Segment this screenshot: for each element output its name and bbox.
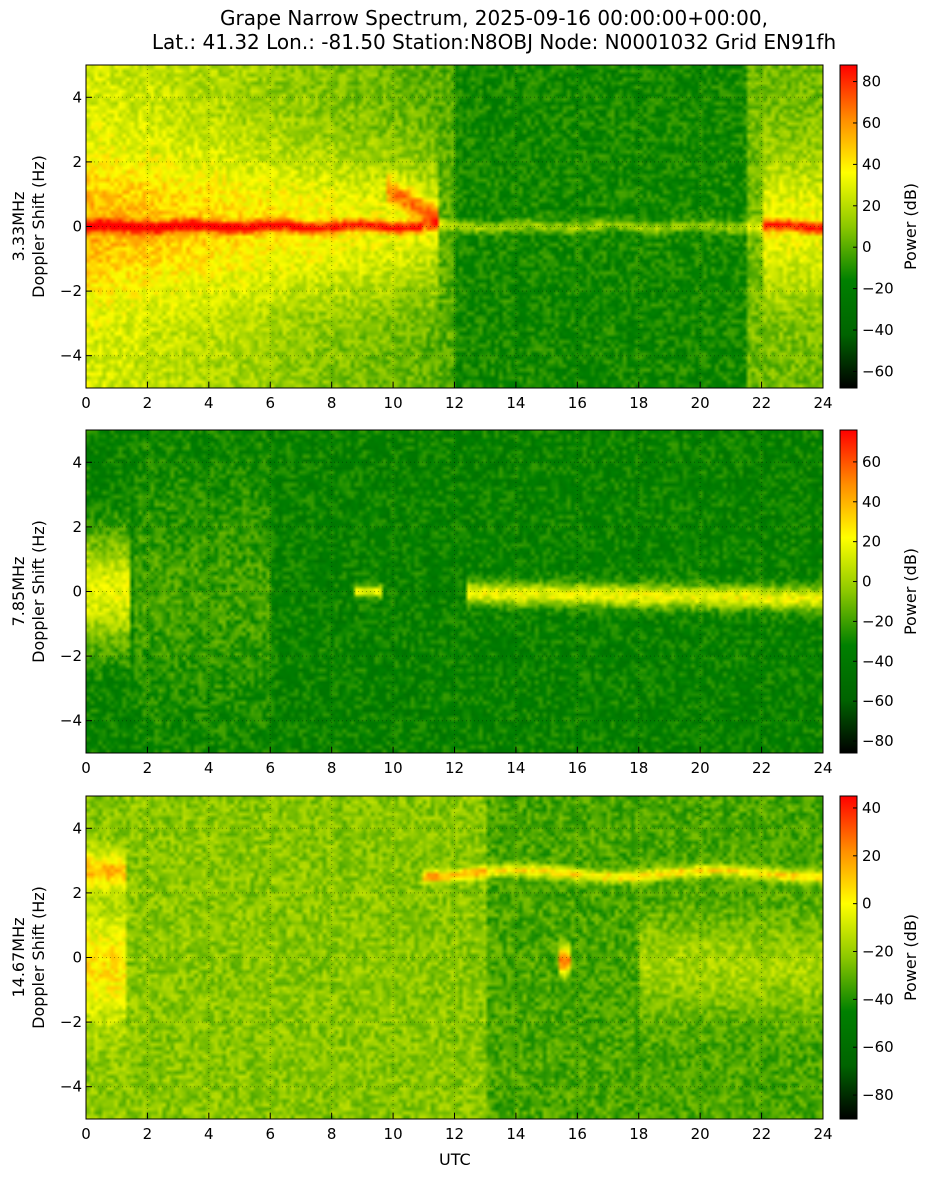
y-axis-frequency-label: 7.85MHz [9, 557, 28, 627]
y-tick-label: −4 [60, 712, 82, 730]
y-tick-label: −4 [60, 1078, 82, 1096]
colorbar-tick-label: 80 [862, 73, 881, 91]
colorbar-tick-label: −20 [862, 943, 894, 961]
x-tick-label: 12 [445, 1125, 464, 1143]
colorbar [839, 429, 858, 754]
colorbar-tick-label: 20 [862, 197, 881, 215]
y-tick-label: 2 [72, 153, 82, 171]
x-tick-label: 18 [629, 759, 648, 777]
chart-title-line2: Lat.: 41.32 Lon.: -81.50 Station:N8OBJ N… [151, 30, 837, 54]
y-tick-label: 4 [72, 819, 82, 837]
colorbar-tick-label: 40 [862, 155, 881, 173]
colorbar-tick-label: 60 [862, 114, 881, 132]
x-tick-label: 20 [691, 759, 710, 777]
colorbar-label: Power (dB) [901, 548, 920, 635]
x-tick-label: 16 [568, 759, 587, 777]
x-tick-label: 24 [813, 1125, 832, 1143]
x-tick-label: 10 [384, 394, 403, 412]
x-tick-label: 2 [143, 1125, 153, 1143]
colorbar-tick-label: 20 [862, 533, 881, 551]
y-tick-label: −2 [60, 282, 82, 300]
x-tick-label: 2 [143, 394, 153, 412]
colorbar-tick-label: −80 [862, 1086, 894, 1104]
colorbar-tick-label: −60 [862, 362, 894, 380]
colorbar [839, 795, 858, 1120]
colorbar-tick-label: 60 [862, 453, 881, 471]
colorbar-tick-label: −80 [862, 732, 894, 750]
x-tick-label: 22 [752, 394, 771, 412]
y-axis-label: Doppler Shift (Hz) [29, 886, 48, 1029]
x-tick-label: 18 [629, 1125, 648, 1143]
colorbar-tick-label: −60 [862, 692, 894, 710]
spectrogram-heatmap [86, 796, 823, 1119]
y-tick-label: −4 [60, 347, 82, 365]
colorbar-label: Power (dB) [901, 183, 920, 270]
x-tick-label: 6 [265, 759, 275, 777]
x-tick-label: 16 [568, 394, 587, 412]
x-tick-label: 4 [204, 759, 214, 777]
colorbar [839, 64, 858, 389]
x-tick-label: 0 [81, 394, 91, 412]
x-tick-label: 4 [204, 1125, 214, 1143]
x-tick-label: 20 [691, 394, 710, 412]
colorbar-tick-label: −20 [862, 280, 894, 298]
y-axis-frequency-label: 3.33MHz [9, 192, 28, 262]
x-tick-label: 24 [813, 394, 832, 412]
x-tick-label: 24 [813, 759, 832, 777]
x-tick-label: 8 [327, 759, 337, 777]
colorbar-tick-label: 0 [862, 573, 872, 591]
spectrogram-heatmap [86, 65, 823, 388]
y-tick-label: 0 [72, 583, 82, 601]
y-axis-label: Doppler Shift (Hz) [29, 155, 48, 298]
colorbar-tick-label: 40 [862, 799, 881, 817]
y-tick-label: 2 [72, 518, 82, 536]
y-tick-label: 0 [72, 218, 82, 236]
chart-title-line1: Grape Narrow Spectrum, 2025-09-16 00:00:… [220, 6, 768, 30]
x-tick-label: 8 [327, 394, 337, 412]
x-tick-label: 12 [445, 759, 464, 777]
x-tick-label: 22 [752, 1125, 771, 1143]
y-tick-label: 4 [72, 453, 82, 471]
x-tick-label: 6 [265, 394, 275, 412]
x-tick-label: 22 [752, 759, 771, 777]
x-tick-label: 16 [568, 1125, 587, 1143]
x-tick-label: 14 [506, 394, 525, 412]
x-tick-label: 10 [384, 1125, 403, 1143]
colorbar-tick-label: −20 [862, 612, 894, 630]
x-tick-label: 2 [143, 759, 153, 777]
x-tick-label: 12 [445, 394, 464, 412]
y-tick-label: 4 [72, 88, 82, 106]
colorbar-tick-label: −40 [862, 321, 894, 339]
y-axis-label: Doppler Shift (Hz) [29, 520, 48, 663]
y-tick-label: 0 [72, 949, 82, 967]
x-tick-label: 18 [629, 394, 648, 412]
colorbar-tick-label: 0 [862, 895, 872, 913]
colorbar-tick-label: 40 [862, 493, 881, 511]
colorbar-tick-label: −40 [862, 652, 894, 670]
colorbar-tick-label: 20 [862, 847, 881, 865]
colorbar-tick-label: 0 [862, 238, 872, 256]
y-tick-label: 2 [72, 884, 82, 902]
x-tick-label: 14 [506, 759, 525, 777]
x-tick-label: 20 [691, 1125, 710, 1143]
x-tick-label: 8 [327, 1125, 337, 1143]
x-tick-label: 0 [81, 1125, 91, 1143]
colorbar-tick-label: −60 [862, 1038, 894, 1056]
x-tick-label: 4 [204, 394, 214, 412]
colorbar-label: Power (dB) [901, 914, 920, 1001]
x-axis-label: UTC [439, 1150, 471, 1169]
x-tick-label: 0 [81, 759, 91, 777]
y-axis-frequency-label: 14.67MHz [9, 917, 28, 997]
spectrogram-heatmap [86, 430, 823, 753]
x-tick-label: 14 [506, 1125, 525, 1143]
colorbar-tick-label: −40 [862, 990, 894, 1008]
y-tick-label: −2 [60, 1013, 82, 1031]
y-tick-label: −2 [60, 647, 82, 665]
x-tick-label: 10 [384, 759, 403, 777]
x-tick-label: 6 [265, 1125, 275, 1143]
